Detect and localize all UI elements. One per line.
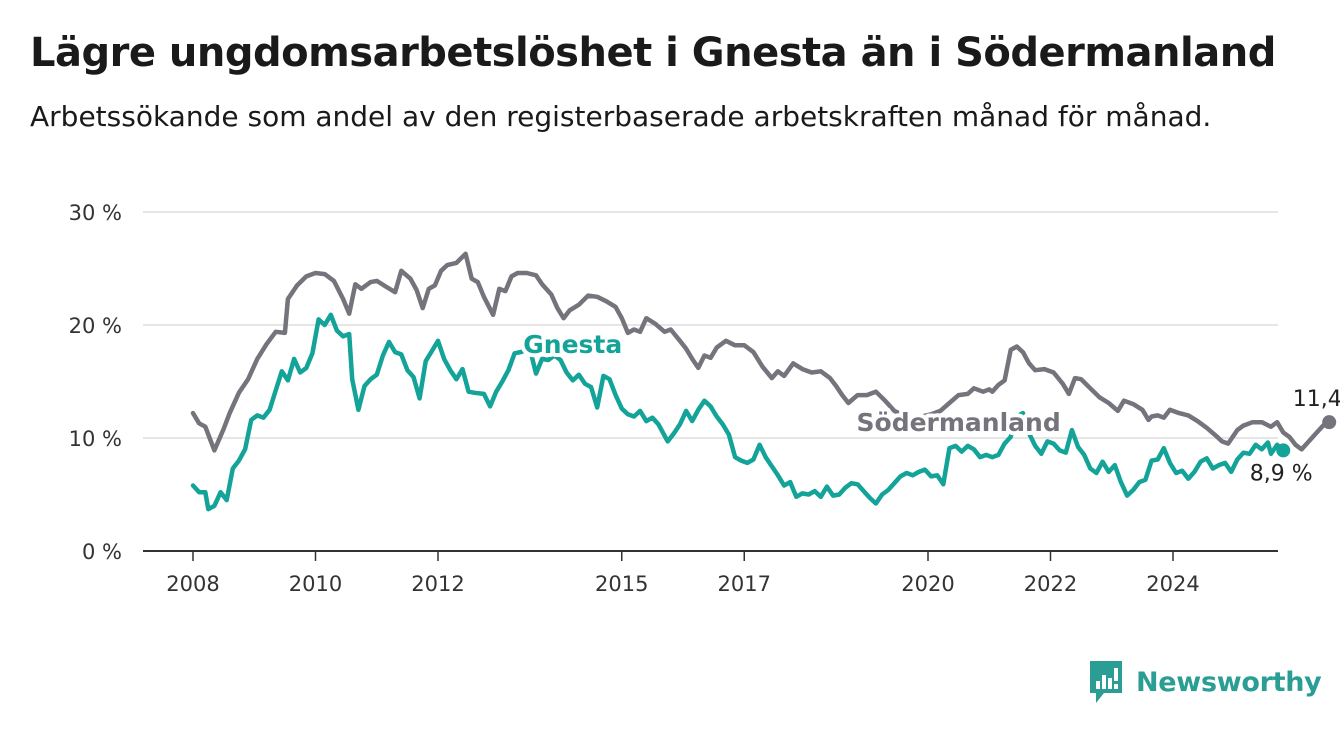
y-tick-label: 0 % (82, 540, 122, 564)
series-labels: GnestaGnestaSödermanlandSödermanland11,4… (519, 326, 1340, 486)
x-tick-label: 2008 (166, 572, 219, 596)
y-tick-label: 20 % (69, 314, 122, 338)
series-line-sodermanland (190, 251, 1332, 453)
series-line-gnesta (190, 312, 1286, 512)
series-label-gnesta: Gnesta (523, 330, 622, 359)
series-label-halo-sodermanland: Södermanland (857, 408, 1061, 437)
x-tick-labels: 2008 2010 2012 2015 2017 2020 2022 2024 (166, 551, 1200, 596)
newsworthy-wordmark: Newsworthy (1136, 666, 1322, 698)
x-tick-label: 2022 (1024, 572, 1077, 596)
newsworthy-logo-icon (1090, 661, 1122, 703)
y-tick-labels: 0 % 10 % 20 % 30 % (69, 201, 122, 564)
newsworthy-logo: Newsworthy (1088, 658, 1322, 706)
end-label-sodermanland: 11,4 % (1293, 387, 1340, 412)
x-tick-label: 2024 (1146, 572, 1199, 596)
series-label-halo-gnesta: Gnesta (523, 330, 622, 359)
end-label-gnesta: 8,9 % (1250, 461, 1313, 486)
x-tick-label: 2017 (718, 572, 771, 596)
y-tick-label: 10 % (69, 427, 122, 451)
chart-title: Lägre ungdomsarbetslöshet i Gnesta än i … (30, 30, 1276, 76)
x-tick-label: 2012 (411, 572, 464, 596)
x-tick-label: 2020 (901, 572, 954, 596)
x-tick-label: 2010 (289, 572, 342, 596)
y-tick-label: 30 % (69, 201, 122, 225)
end-point-sodermanland (1322, 415, 1337, 430)
y-gridlines (143, 211, 1278, 552)
x-tick-label: 2015 (595, 572, 648, 596)
series-label-sodermanland: Södermanland (857, 408, 1061, 437)
chart-subtitle: Arbetssökande som andel av den registerb… (30, 100, 1212, 133)
end-point-gnesta (1276, 443, 1291, 458)
series-lines (190, 251, 1337, 512)
